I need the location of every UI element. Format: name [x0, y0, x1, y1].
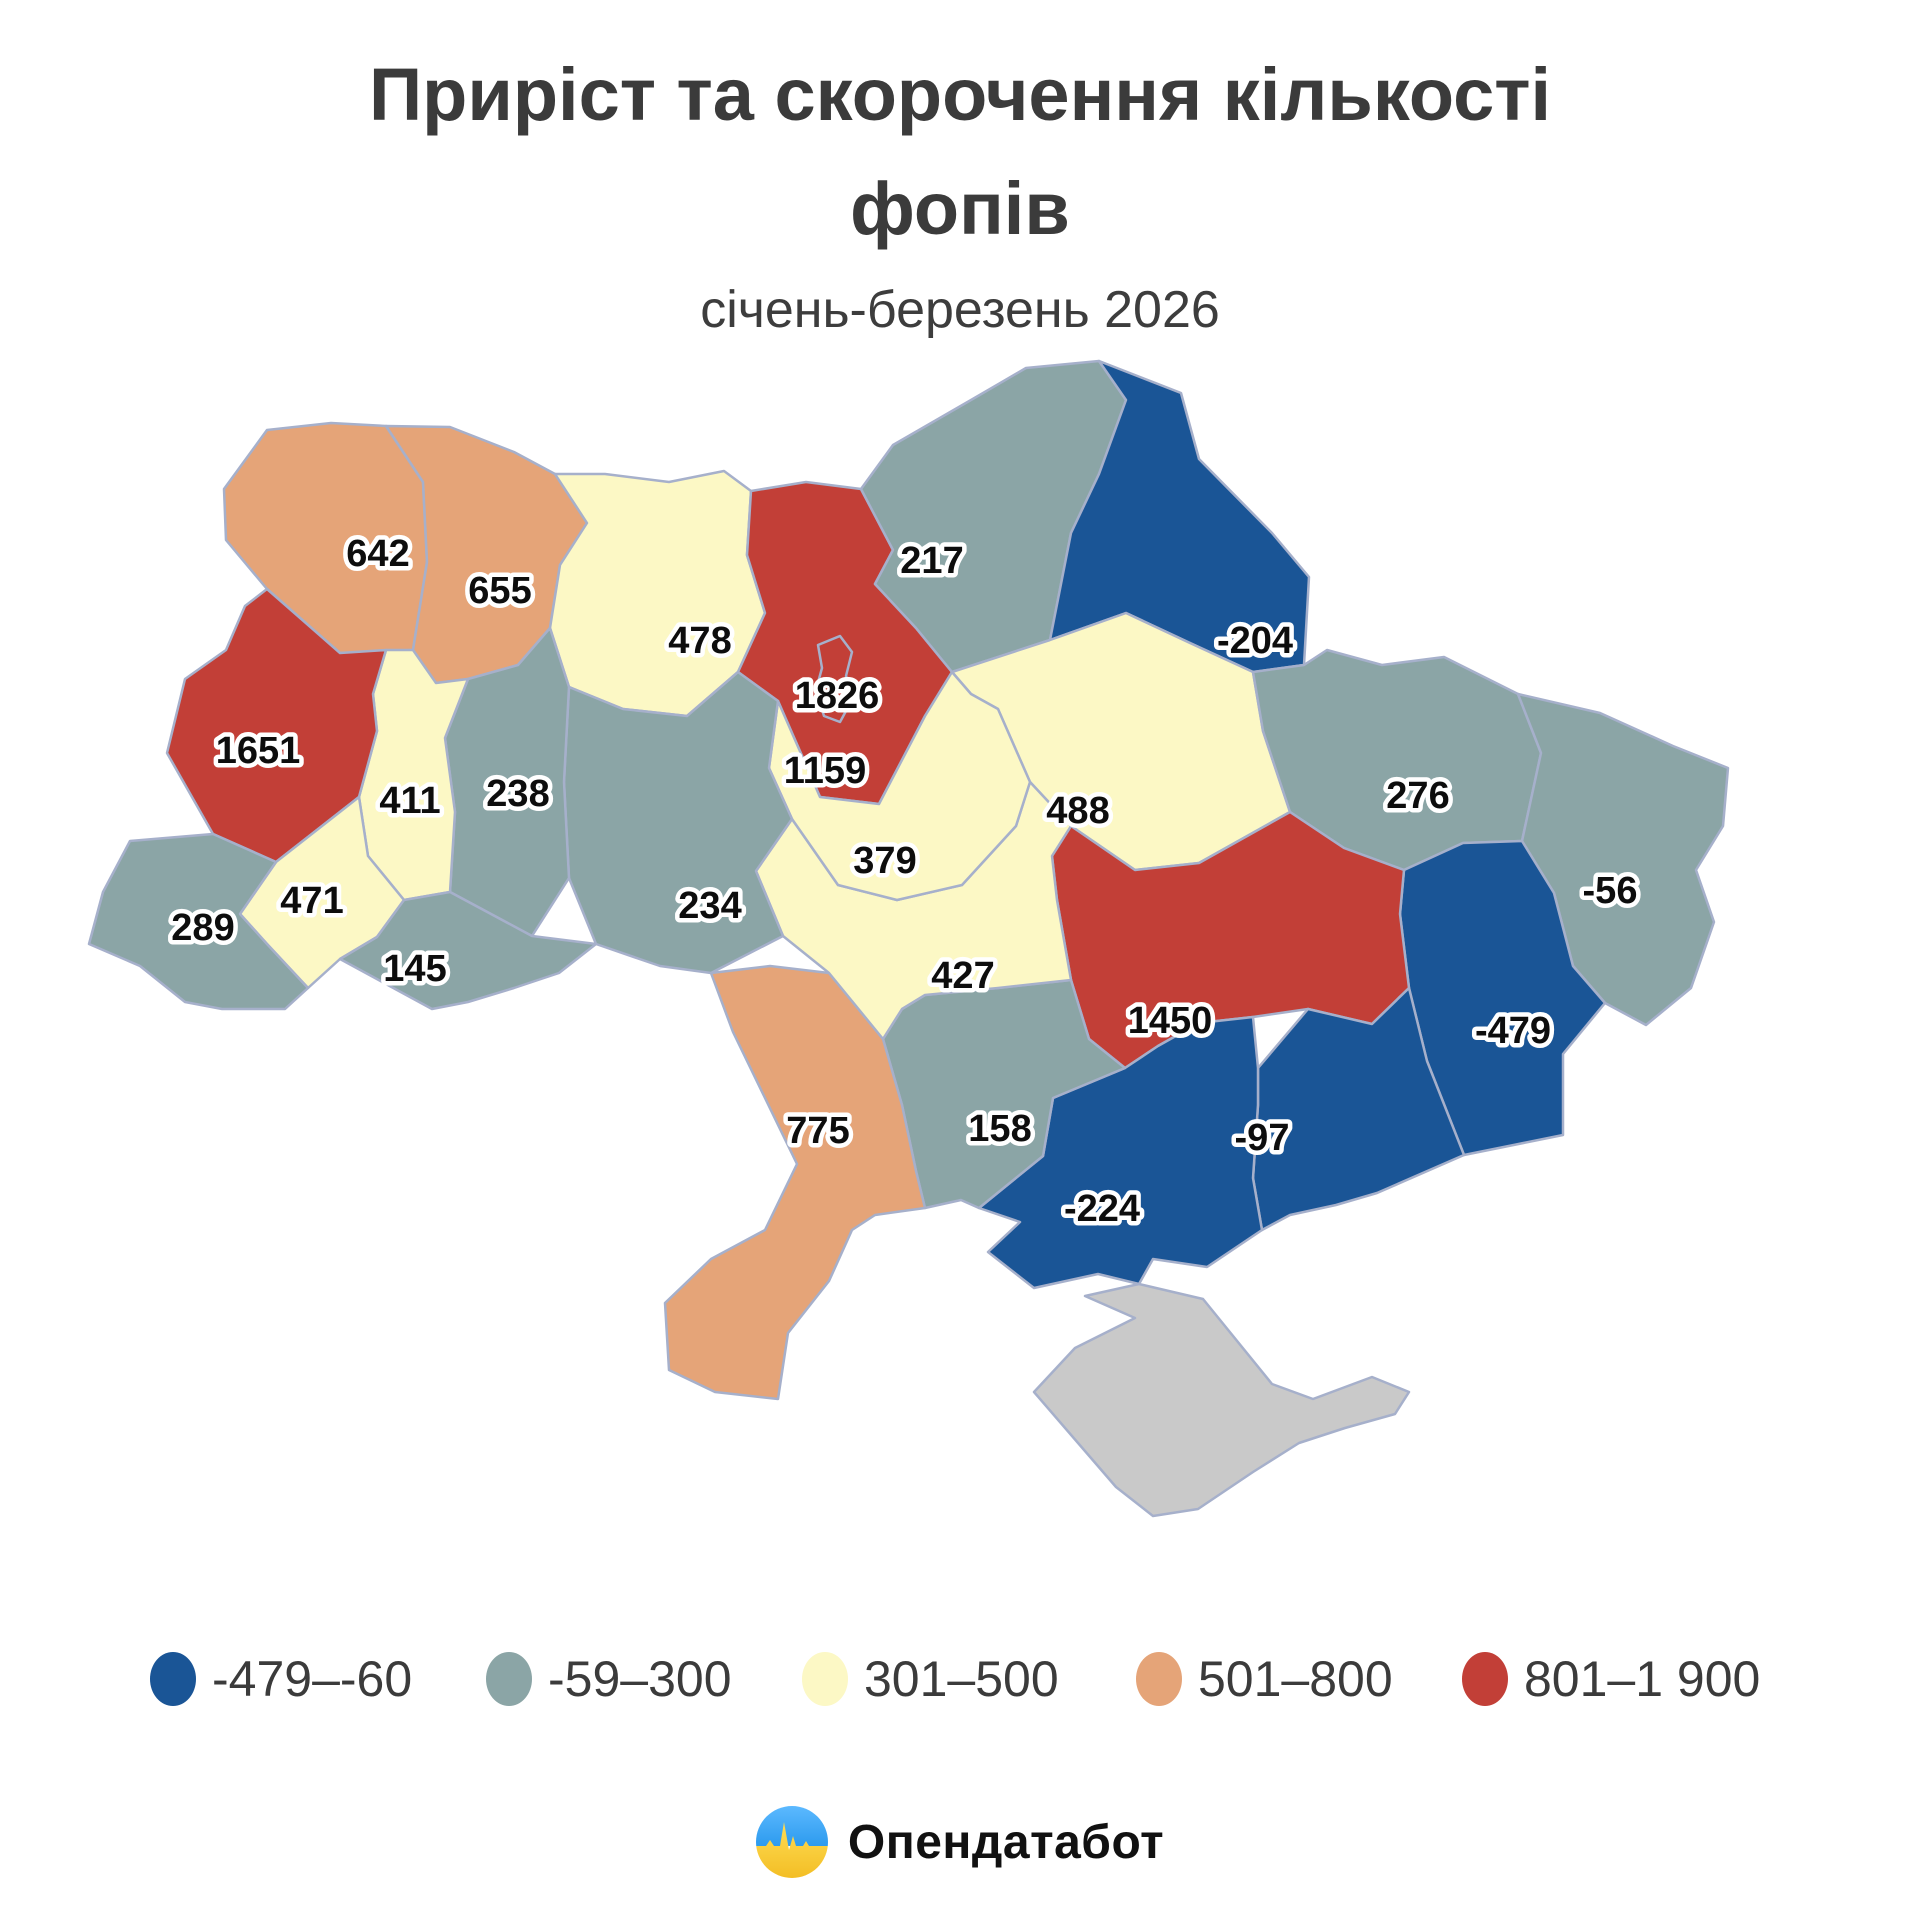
region-value-ivano-frankivsk: 471: [280, 880, 343, 922]
region-value-kyiv-city: 1826: [795, 675, 880, 717]
legend-item-2: -59–300: [486, 1624, 732, 1734]
region-value-chernihiv: 217: [900, 540, 963, 582]
legend-label: 501–800: [1198, 1651, 1393, 1707]
region-cherkasy: [767, 670, 1032, 902]
page-title-line-1: Приріст та скорочення кількості: [368, 53, 1552, 136]
region-value-kherson: -224: [1064, 1188, 1140, 1230]
legend-swatch-icon: [486, 1652, 532, 1706]
region-value-rivne: 655: [468, 570, 531, 612]
region-value-poltava: 488: [1046, 790, 1109, 832]
region-value-dnipropetrovsk: 1450: [1128, 1000, 1213, 1042]
legend: -479–-60 -59–300 301–500 501–800 801–1 900: [0, 1624, 1920, 1734]
legend-label: -479–-60: [212, 1651, 413, 1707]
region-value-sumy: -204: [1217, 620, 1293, 662]
region-value-kharkiv: 276: [1386, 775, 1449, 817]
region-value-kyiv-oblast: 1159: [784, 750, 866, 792]
region-odesa: [663, 964, 927, 1401]
legend-item-3: 301–500: [802, 1624, 1059, 1734]
page-title-line-2: фопів: [850, 167, 1070, 250]
legend-swatch-icon: [1136, 1652, 1182, 1706]
opendatabot-logo-icon: [755, 1806, 828, 1878]
region-value-zhytomyr: 478: [668, 620, 731, 662]
region-value-chernivtsi: 145: [383, 948, 446, 990]
page-subtitle: січень-березень 2026: [700, 281, 1220, 339]
legend-item-4: 501–800: [1136, 1624, 1393, 1734]
footer: Опендатабот: [0, 1806, 1920, 1878]
legend-label: 801–1 900: [1524, 1651, 1761, 1707]
region-crimea: [1032, 1282, 1411, 1518]
region-value-ternopil: 411: [379, 780, 440, 822]
legend-label: 301–500: [864, 1651, 1059, 1707]
header: Приріст та скорочення кількості фопів сі…: [0, 58, 1920, 340]
legend-swatch-icon: [150, 1652, 196, 1706]
legend-swatch-icon: [802, 1652, 848, 1706]
legend-item-1: -479–-60: [150, 1624, 412, 1734]
region-vinnytsia: [562, 670, 794, 975]
region-value-vinnytsia: 234: [678, 885, 741, 927]
region-value-zakarpattia: 289: [171, 907, 234, 949]
map-labels: 642 655 478 1159 217 -204 488 276 -56 -479 1450 -97…: [167, 529, 1642, 1235]
region-value-kirovohrad: 427: [931, 955, 994, 997]
region-value-lviv: 1651: [216, 730, 301, 772]
legend-label: -59–300: [548, 1651, 732, 1707]
legend-swatch-icon: [1462, 1652, 1508, 1706]
region-value-donetsk: -479: [1475, 1010, 1551, 1052]
region-value-volyn: 642: [346, 533, 409, 575]
legend-item-5: 801–1 900: [1462, 1624, 1760, 1734]
region-zakarpattia: [87, 832, 310, 1011]
region-value-odesa: 775: [786, 1110, 849, 1152]
region-chernivtsi: [338, 890, 598, 1011]
map-regions: [87, 359, 1730, 1518]
brand-name: Опендатабот: [847, 1815, 1165, 1869]
region-value-luhansk: -56: [1583, 870, 1638, 912]
region-kyiv-city: [814, 634, 854, 724]
region-value-zaporizhzhia: -97: [1235, 1117, 1290, 1159]
region-value-khmelnytskyi: 238: [486, 773, 549, 815]
region-value-mykolaiv: 158: [968, 1108, 1031, 1150]
region-value-cherkasy: 379: [853, 840, 916, 882]
